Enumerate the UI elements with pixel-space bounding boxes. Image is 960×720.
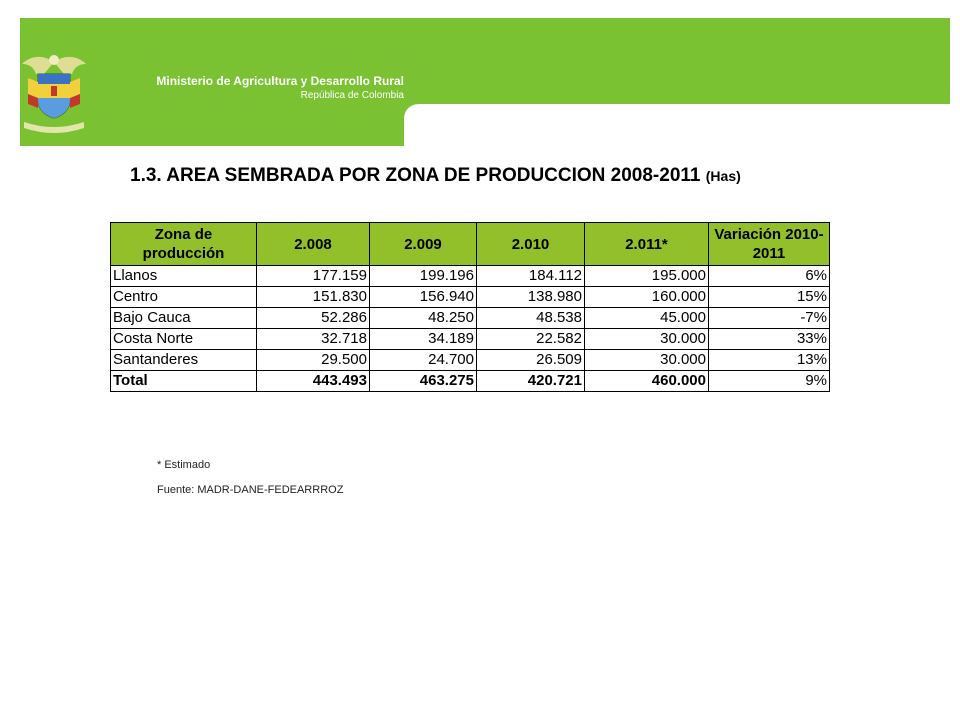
ministry-name: Ministerio de Agricultura y Desarrollo R… bbox=[156, 74, 404, 88]
variation-cell: 15% bbox=[708, 286, 830, 308]
value-cell-2009: 156.940 bbox=[369, 286, 477, 308]
area-table: Zona de producción 2.008 2.009 2.010 2.0… bbox=[110, 222, 830, 392]
value-cell-2011: 30.000 bbox=[584, 349, 709, 371]
zone-cell: Centro bbox=[110, 286, 257, 308]
variation-cell: -7% bbox=[708, 307, 830, 329]
value-cell-2008: 32.718 bbox=[256, 328, 370, 350]
value-cell-2009: 24.700 bbox=[369, 349, 477, 371]
value-cell-2008: 52.286 bbox=[256, 307, 370, 329]
estimated-footnote: * Estimado bbox=[157, 459, 211, 471]
value-cell-2009: 199.196 bbox=[369, 265, 477, 287]
table-row: Centro 151.830 156.940 138.980 160.000 1… bbox=[110, 286, 830, 308]
table-header-row: Zona de producción 2.008 2.009 2.010 2.0… bbox=[110, 222, 830, 266]
zone-cell: Bajo Cauca bbox=[110, 307, 257, 329]
page-title: 1.3. AREA SEMBRADA POR ZONA DE PRODUCCIO… bbox=[130, 165, 741, 187]
value-cell-2011: 45.000 bbox=[584, 307, 709, 329]
total-variation-cell: 9% bbox=[708, 370, 830, 392]
value-cell-2009: 34.189 bbox=[369, 328, 477, 350]
header-banner: Ministerio de Agricultura y Desarrollo R… bbox=[0, 0, 960, 150]
value-cell-2010: 138.980 bbox=[476, 286, 585, 308]
total-cell-2011: 460.000 bbox=[584, 370, 709, 392]
title-main: 1.3. AREA SEMBRADA POR ZONA DE PRODUCCIO… bbox=[130, 165, 701, 186]
value-cell-2008: 29.500 bbox=[256, 349, 370, 371]
value-cell-2010: 26.509 bbox=[476, 349, 585, 371]
value-cell-2011: 195.000 bbox=[584, 265, 709, 287]
title-unit: (Has) bbox=[705, 168, 741, 184]
column-header-2009: 2.009 bbox=[369, 222, 477, 266]
variation-cell: 6% bbox=[708, 265, 830, 287]
column-header-zone: Zona de producción bbox=[110, 222, 257, 266]
table-row: Bajo Cauca 52.286 48.250 48.538 45.000 -… bbox=[110, 307, 830, 329]
table-row: Llanos 177.159 199.196 184.112 195.000 6… bbox=[110, 265, 830, 287]
variation-cell: 33% bbox=[708, 328, 830, 350]
column-header-variation: Variación 2010-2011 bbox=[708, 222, 830, 266]
value-cell-2010: 184.112 bbox=[476, 265, 585, 287]
value-cell-2008: 177.159 bbox=[256, 265, 370, 287]
total-cell-2009: 463.275 bbox=[369, 370, 477, 392]
value-cell-2010: 22.582 bbox=[476, 328, 585, 350]
source-note: Fuente: MADR-DANE-FEDEARRROZ bbox=[157, 484, 344, 496]
table-row: Santanderes 29.500 24.700 26.509 30.000 … bbox=[110, 349, 830, 371]
country-name: República de Colombia bbox=[300, 90, 404, 101]
variation-cell: 13% bbox=[708, 349, 830, 371]
value-cell-2011: 30.000 bbox=[584, 328, 709, 350]
zone-cell: Llanos bbox=[110, 265, 257, 287]
column-header-2008: 2.008 bbox=[256, 222, 370, 266]
total-cell-2010: 420.721 bbox=[476, 370, 585, 392]
coat-of-arms-icon bbox=[22, 55, 86, 133]
green-banner-shape bbox=[20, 18, 950, 146]
column-header-2010: 2.010 bbox=[476, 222, 585, 266]
table-total-row: Total 443.493 463.275 420.721 460.000 9% bbox=[110, 370, 830, 392]
total-label: Total bbox=[110, 370, 257, 392]
value-cell-2009: 48.250 bbox=[369, 307, 477, 329]
zone-cell: Costa Norte bbox=[110, 328, 257, 350]
zone-cell: Santanderes bbox=[110, 349, 257, 371]
table-row: Costa Norte 32.718 34.189 22.582 30.000 … bbox=[110, 328, 830, 350]
value-cell-2008: 151.830 bbox=[256, 286, 370, 308]
value-cell-2011: 160.000 bbox=[584, 286, 709, 308]
column-header-2011: 2.011* bbox=[584, 222, 709, 266]
total-cell-2008: 443.493 bbox=[256, 370, 370, 392]
value-cell-2010: 48.538 bbox=[476, 307, 585, 329]
